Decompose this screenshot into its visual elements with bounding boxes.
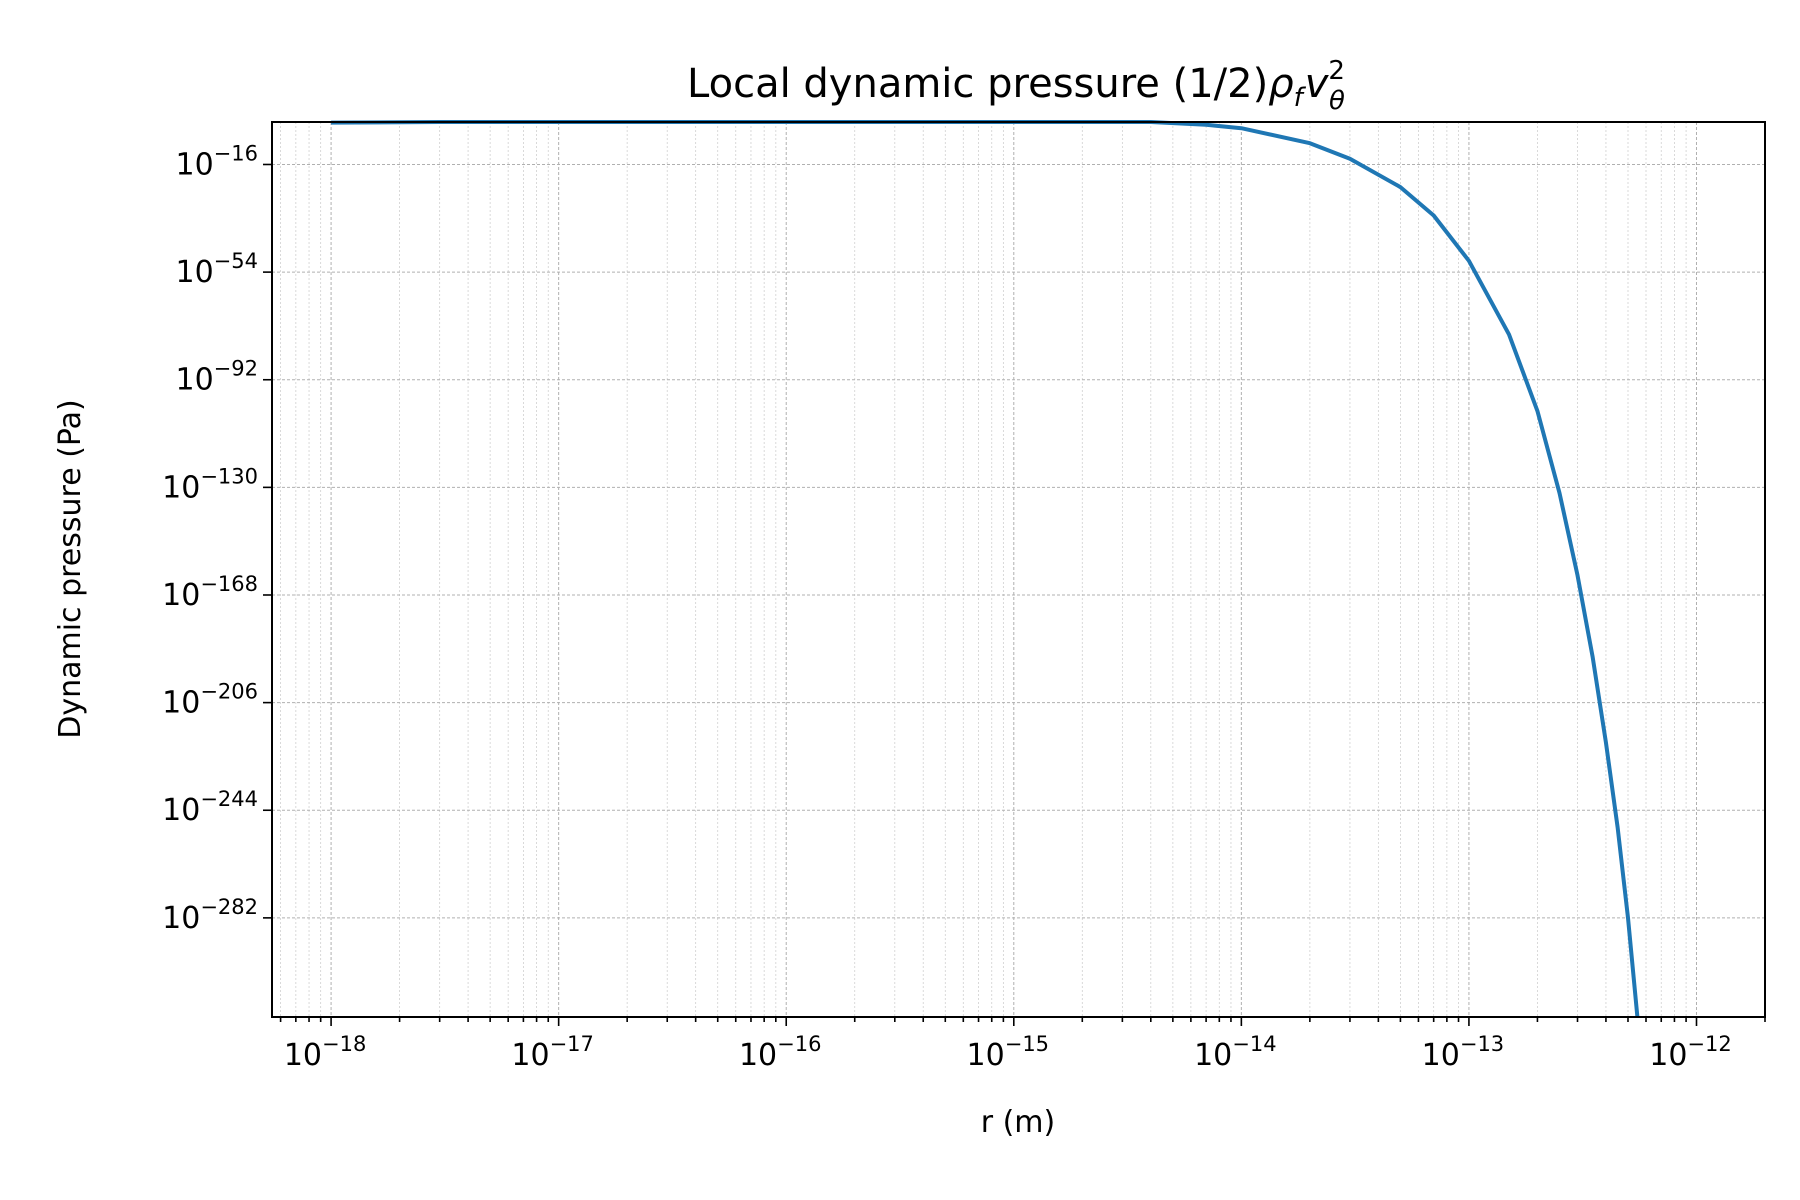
y-tick-label: 10−130: [162, 464, 258, 505]
ticks-layer: 10−18 10−17 10−16 10−15 10−14 10−13 10−12 10−16…: [162, 141, 1766, 1073]
series-line: [331, 120, 1640, 1018]
y-tick-label: 10−282: [162, 895, 258, 936]
y-tick-label: 10−16: [175, 141, 258, 182]
series-layer: [331, 120, 1640, 1018]
y-tick-label: 10−168: [162, 572, 258, 613]
y-tick-label: 10−206: [162, 680, 258, 721]
x-tick-label: 10−17: [511, 1032, 594, 1073]
x-tick-label: 10−13: [1422, 1032, 1505, 1073]
grid-layer: [272, 122, 1766, 1017]
x-tick-label: 10−16: [739, 1032, 822, 1073]
plot-frame: [271, 121, 1766, 1018]
y-axis-label: Dynamic pressure (Pa): [53, 399, 88, 739]
y-tick-label: 10−54: [175, 249, 258, 290]
x-tick-label: 10−14: [1194, 1032, 1277, 1073]
x-axis-label: r (m): [981, 1105, 1056, 1140]
x-tick-label: 10−15: [967, 1032, 1050, 1073]
x-tick-label: 10−18: [284, 1032, 367, 1073]
chart-title: Local dynamic pressure (1/2)ρfv2 θ: [687, 56, 1345, 116]
x-tick-label: 10−12: [1649, 1032, 1732, 1073]
y-tick-label: 10−92: [175, 357, 258, 398]
y-tick-label: 10−244: [162, 787, 258, 828]
